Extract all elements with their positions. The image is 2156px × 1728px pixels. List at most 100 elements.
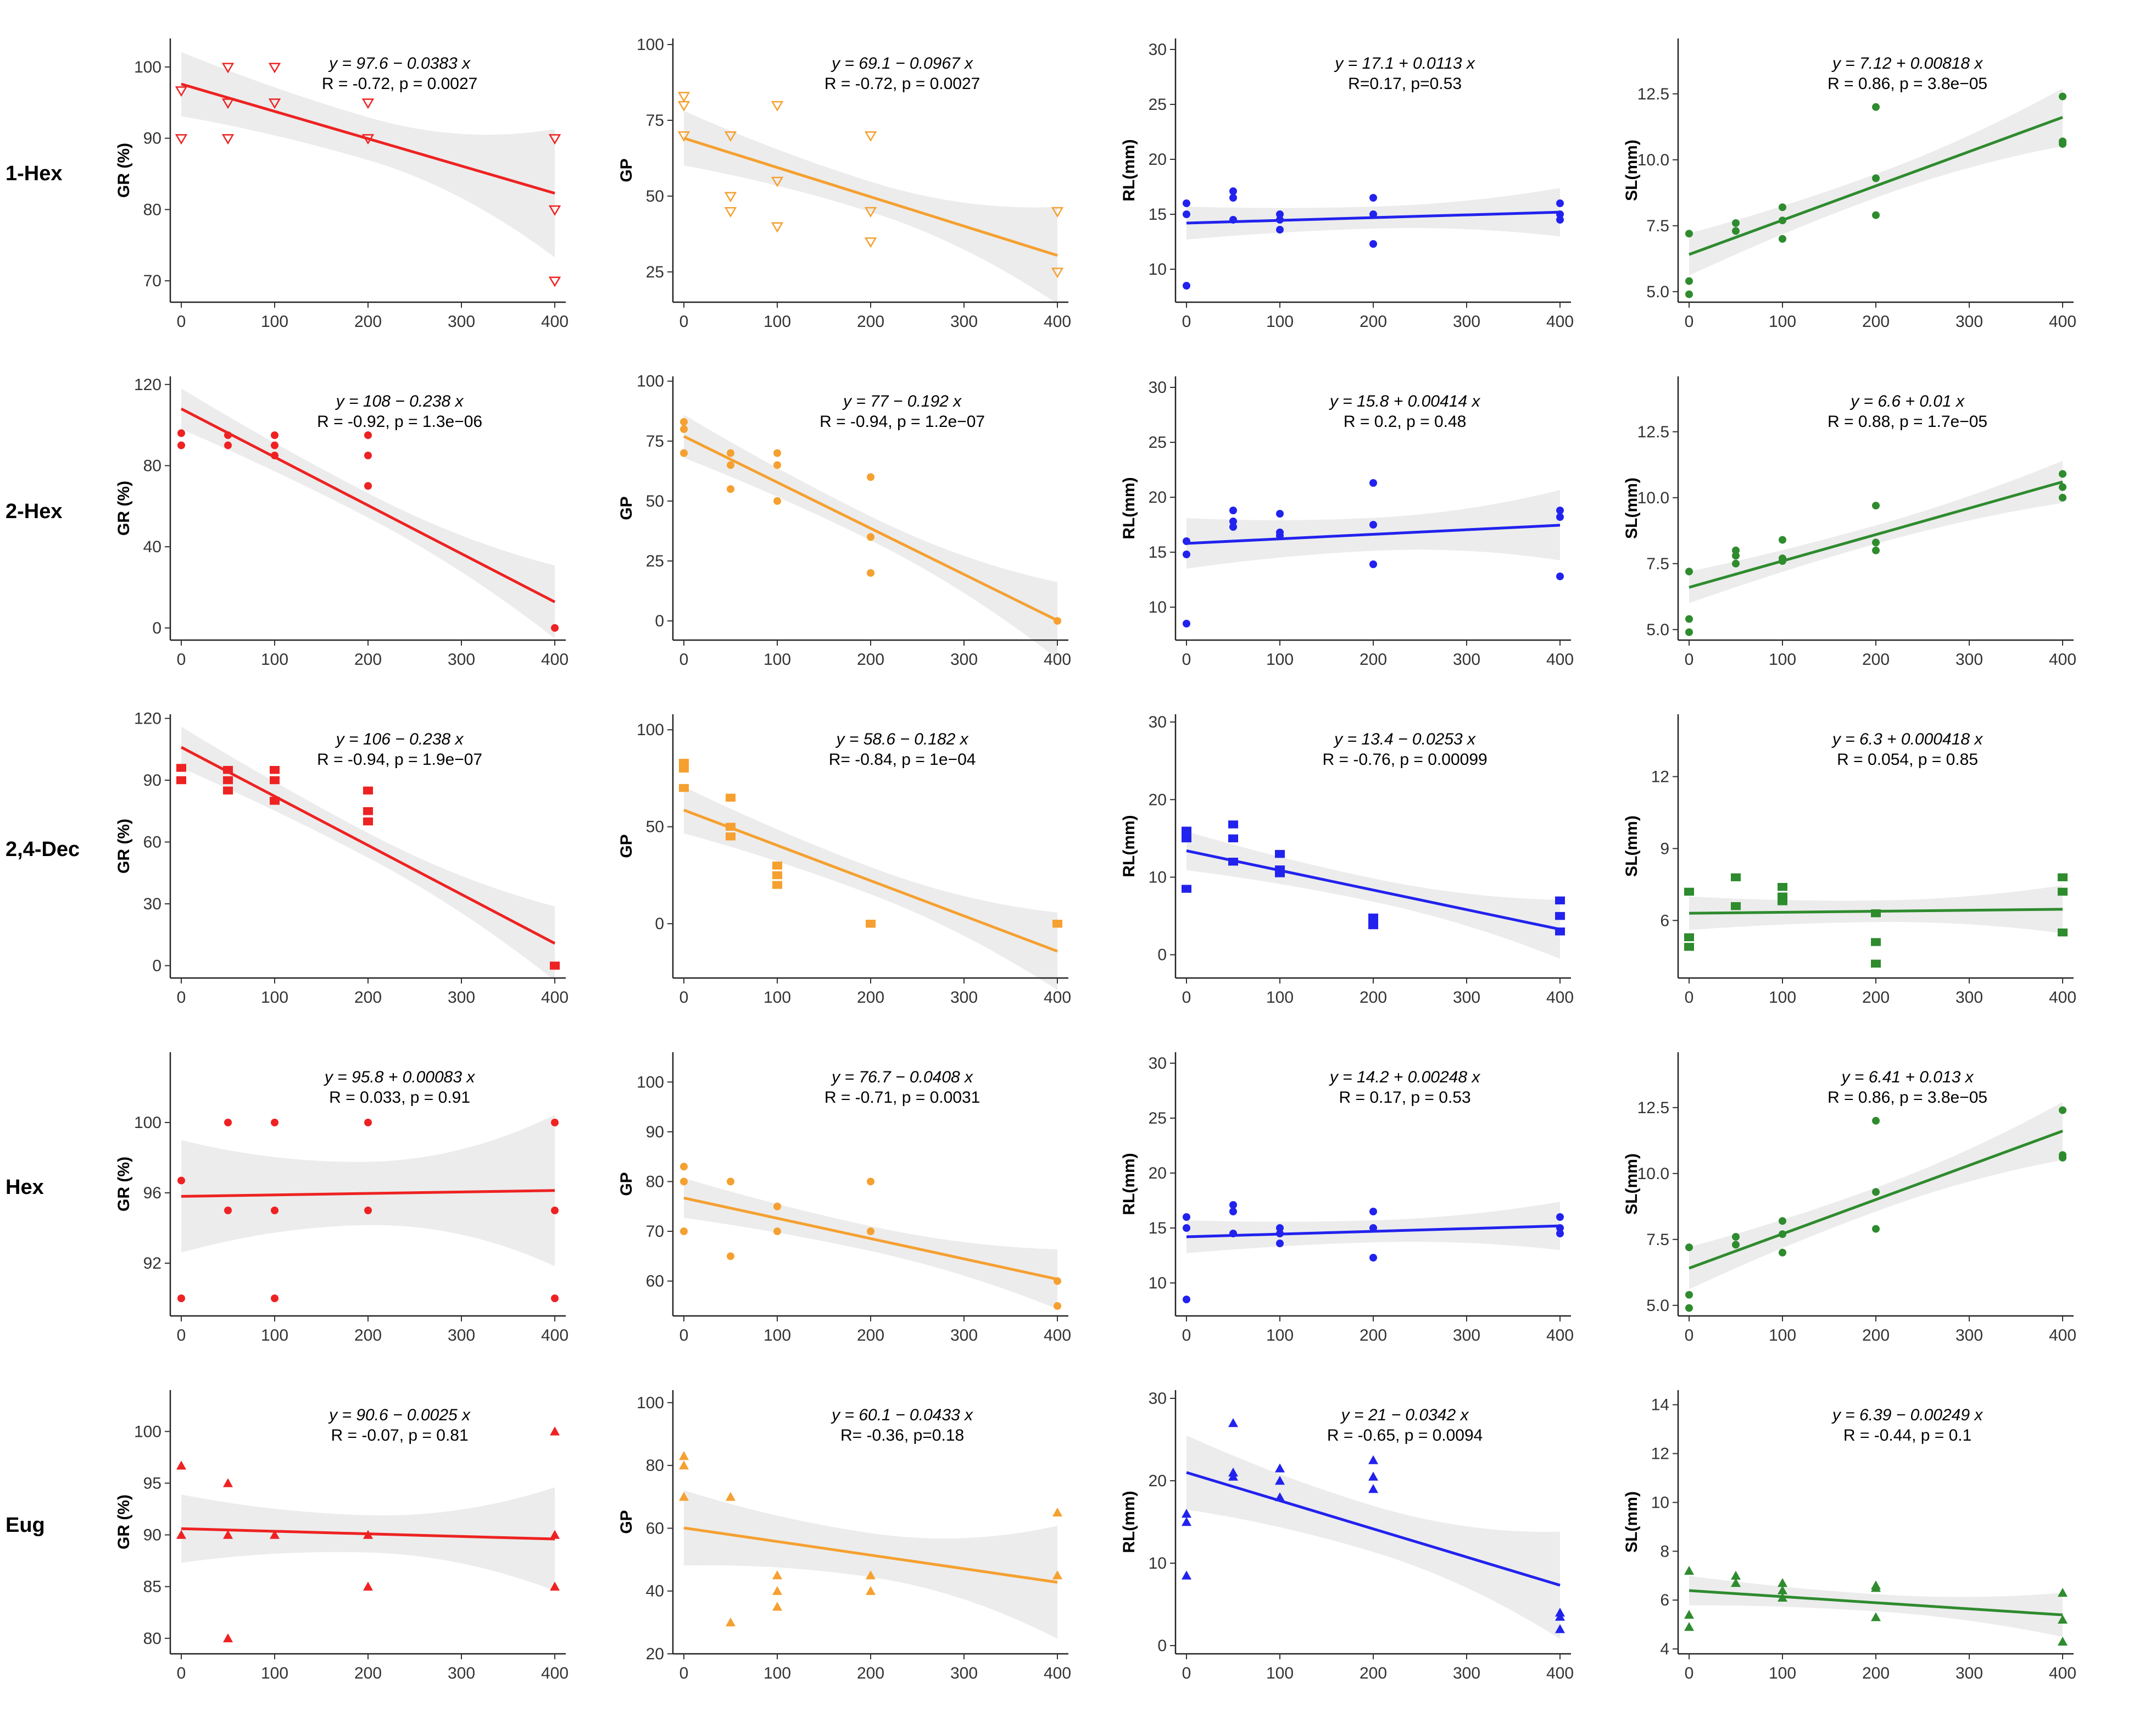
x-tick-label: 400 [2049,1664,2076,1682]
data-point [772,1586,782,1595]
regression-stats: R = -0.71, p = 0.0031 [824,1088,980,1107]
data-point [2059,493,2066,502]
x-tick-label: 200 [354,651,382,669]
data-point [363,786,373,794]
data-point [772,862,782,870]
data-point [1732,552,1740,560]
y-tick-label: 90 [143,1526,161,1544]
x-tick-label: 100 [261,988,288,1007]
data-point [1684,943,1694,951]
data-point [270,766,280,774]
x-tick-label: 0 [1182,988,1191,1007]
x-tick-label: 300 [1453,1326,1480,1344]
y-axis-label: GP [617,158,636,182]
data-point [726,1492,736,1501]
y-tick-label: 20 [1149,488,1167,507]
data-point [679,1492,689,1501]
y-tick-label: 6 [1660,1591,1669,1609]
data-point [2058,1636,2068,1646]
data-point [223,776,233,785]
x-tick-label: 200 [1360,1664,1387,1682]
data-point [363,817,373,826]
x-tick-label: 0 [1182,1326,1191,1344]
data-point [867,1227,874,1236]
regression-stats: R = -0.65, p = 0.0094 [1327,1426,1483,1444]
scatter-panel: 0 100 200 300 400 10 15 20 25 30 RL(mm) y = 15.8 + … [1120,376,1574,669]
y-axis-label: RL(mm) [1120,1491,1138,1553]
data-point [866,1570,876,1580]
y-axis-label: SL(mm) [1623,140,1641,201]
data-point [268,98,281,109]
data-point [1871,1583,1881,1592]
y-axis-label: SL(mm) [1623,815,1641,877]
x-tick-label: 400 [541,651,569,669]
x-tick-label: 400 [1044,988,1071,1007]
data-point [1183,1213,1190,1221]
scatter-panel: 0 100 200 300 400 0 30 60 90 120 GR (%) y = 106 − 0… [115,710,569,1007]
confidence-band [1186,831,1560,959]
data-point [548,205,561,216]
data-point [680,1177,688,1186]
data-point [1276,532,1284,540]
data-point [1778,1585,1787,1594]
regression-stats: R=0.17, p=0.53 [1348,75,1462,93]
y-tick-label: 100 [134,1423,161,1441]
data-point [2058,887,2068,896]
regression-line [683,809,1058,953]
data-point [1731,1570,1741,1580]
data-point [1872,1116,1880,1125]
data-point [1685,1243,1693,1252]
scatter-panel: 0 100 200 300 400 25 50 75 100 GP y = 69.1 − 0.096… [617,36,1071,331]
x-tick-label: 0 [1182,313,1191,331]
data-point [2058,873,2068,881]
data-point [1052,1507,1062,1517]
data-point [1182,885,1191,893]
data-point [724,192,737,203]
x-tick-label: 0 [679,651,689,669]
y-tick-label: 100 [637,1394,664,1412]
x-tick-label: 300 [950,313,978,331]
x-tick-label: 400 [2049,988,2076,1007]
x-tick-label: 100 [1769,651,1796,669]
data-point [2059,470,2066,478]
data-point [1183,537,1190,545]
y-tick-label: 0 [1157,1637,1167,1655]
data-point [1685,628,1693,636]
x-tick-label: 0 [1182,651,1191,669]
data-point [224,441,232,449]
data-point [1228,1418,1238,1427]
data-point [363,1581,373,1591]
data-point [1871,938,1881,946]
data-point [1684,1622,1694,1631]
regression-stats: R = 0.033, p = 0.91 [329,1088,470,1107]
x-tick-label: 300 [1453,313,1480,331]
y-axis-label: RL(mm) [1120,1153,1138,1215]
data-point [1731,873,1741,881]
confidence-band [181,388,555,639]
y-tick-label: 0 [152,957,161,975]
x-tick-label: 0 [1685,1664,1694,1682]
regression-line [1186,1471,1561,1587]
x-tick-label: 400 [1546,313,1574,331]
data-point [1183,1296,1190,1303]
y-tick-label: 15 [1149,543,1167,562]
data-point [679,764,689,773]
data-point [224,431,232,440]
data-point [1556,573,1564,580]
regression-line [683,435,1058,622]
data-point [1276,1224,1284,1232]
data-point [177,429,185,437]
data-point [1779,1248,1786,1257]
data-point [1229,187,1237,195]
data-point [1054,1277,1061,1285]
data-point [1183,199,1190,207]
confidence-band [1689,460,2063,603]
x-tick-label: 400 [541,1664,569,1682]
data-point [1182,1509,1191,1518]
data-point [176,764,186,772]
data-point [773,461,781,469]
data-point [1276,1240,1284,1247]
y-tick-label: 14 [1651,1396,1669,1414]
data-point [1182,826,1191,835]
